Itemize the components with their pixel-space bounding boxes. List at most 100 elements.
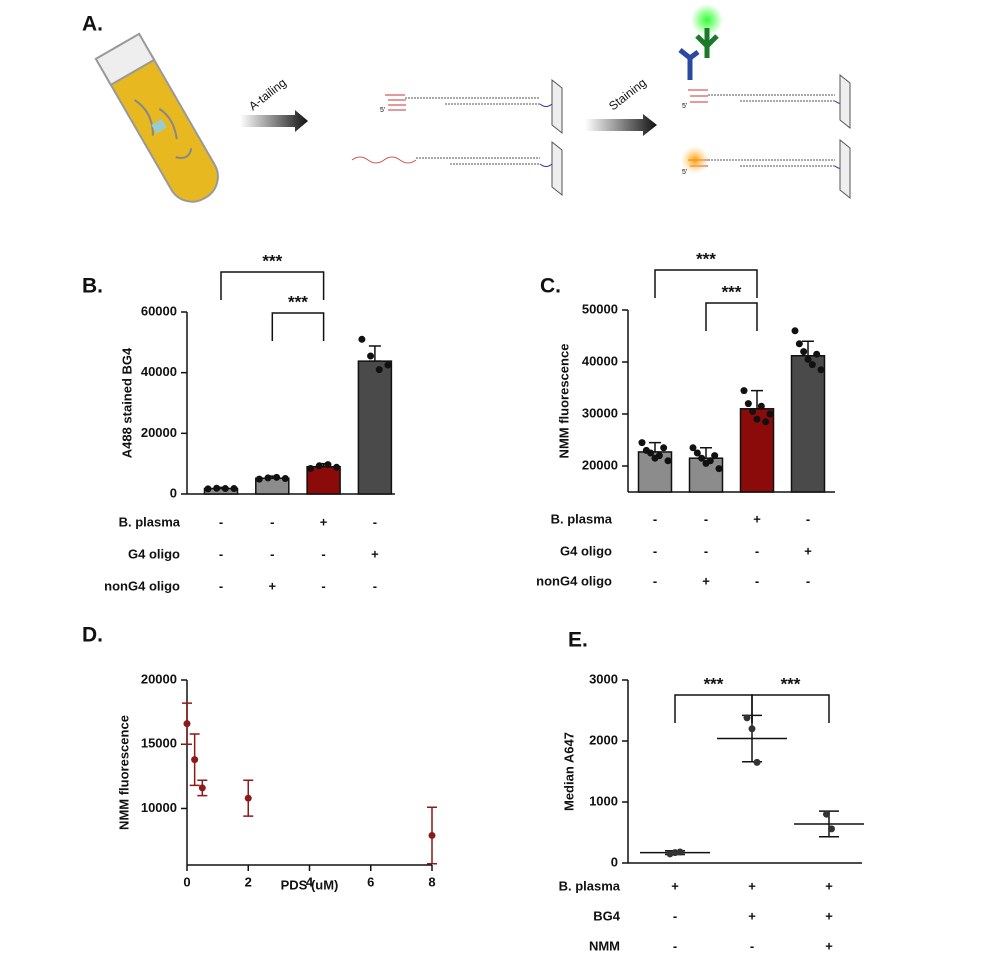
antibody [678, 48, 700, 80]
significance-bracket [220, 271, 325, 300]
data-point [753, 415, 761, 423]
row-value: - [806, 573, 810, 588]
row-value: - [704, 543, 708, 558]
data-point [804, 355, 812, 363]
row-label: BG4 [593, 908, 621, 923]
x-tick-label: 2 [245, 874, 252, 889]
data-point [740, 387, 748, 395]
data-point [367, 352, 375, 360]
point [183, 720, 191, 728]
significance-label: *** [722, 282, 742, 301]
panel-label: E. [568, 629, 588, 652]
significance-label: *** [704, 674, 724, 693]
data-point [324, 461, 332, 469]
dna-schematics [351, 73, 851, 200]
data-point [204, 485, 212, 493]
significance-label: *** [781, 674, 801, 693]
row-label: nonG4 oligo [104, 578, 180, 593]
significance-label: *** [288, 292, 308, 311]
end-label: 5' [682, 103, 687, 110]
y-tick-label: 40000 [582, 353, 618, 368]
data-point [638, 439, 646, 447]
data-point [647, 449, 655, 457]
significance-label: *** [696, 249, 716, 268]
row-label: G4 oligo [128, 546, 180, 561]
y-tick-label: 0 [170, 485, 177, 500]
x-tick-label: 8 [428, 874, 435, 889]
row-value: - [270, 546, 274, 561]
y-tick-label: 0 [611, 854, 618, 869]
bar [203, 487, 239, 495]
bar [255, 477, 290, 495]
row-value: - [219, 546, 223, 561]
x-tick-label: 0 [183, 874, 190, 889]
row-value: - [219, 514, 223, 529]
point [191, 756, 199, 764]
panel-label: D. [82, 624, 103, 647]
y-tick-label: 1000 [589, 793, 618, 808]
data-point [748, 725, 756, 733]
panel-label: C. [540, 275, 561, 298]
y-axis-label: A488 stained BG4 [119, 347, 134, 458]
data-point [693, 449, 701, 457]
row-value: - [673, 908, 677, 923]
row-value: - [704, 511, 708, 526]
data-point [706, 457, 714, 465]
point [244, 794, 252, 802]
data-point [795, 340, 803, 348]
row-value: - [653, 543, 657, 558]
point [428, 831, 436, 839]
row-value: - [750, 938, 754, 953]
data-point [230, 485, 238, 493]
step-label: A-tailing [246, 75, 289, 113]
row-label: B. plasma [551, 511, 613, 526]
row-value: - [755, 543, 759, 558]
panel-label: B. [82, 275, 103, 298]
data-point [255, 475, 263, 483]
y-tick-label: 60000 [141, 303, 177, 318]
panel-a: A. A-tailing Staining 5' [82, 4, 851, 203]
y-tick-label: 10000 [141, 800, 177, 815]
arrow [240, 110, 308, 132]
data-point [715, 465, 723, 473]
data-point [213, 484, 221, 492]
y-tick-label: 50000 [582, 301, 618, 316]
y-tick-label: 20000 [141, 671, 177, 686]
data-point [273, 473, 281, 481]
x-tick-label: 6 [367, 874, 374, 889]
y-tick-label: 20000 [582, 457, 618, 472]
step-label: Staining [606, 75, 649, 113]
data-point [813, 350, 821, 358]
fluorophore [691, 4, 723, 36]
row-value: - [373, 514, 377, 529]
row-value: - [270, 514, 274, 529]
fluorophore [681, 146, 709, 174]
y-tick-label: 2000 [589, 732, 618, 747]
panel-label: A. [82, 13, 103, 36]
row-value: - [755, 573, 759, 588]
row-value: - [653, 573, 657, 588]
y-tick-label: 30000 [582, 405, 618, 420]
significance-bracket [654, 269, 758, 298]
significance-bracket [705, 302, 758, 331]
data-point [800, 348, 808, 356]
data-point [711, 452, 719, 460]
data-point [358, 335, 366, 343]
tube [94, 32, 219, 203]
row-value: - [653, 511, 657, 526]
data-point [664, 457, 672, 465]
data-point [264, 474, 272, 482]
data-point [823, 810, 830, 818]
data-point [384, 361, 392, 369]
row-value: + [702, 573, 710, 588]
data-point [689, 444, 697, 452]
y-axis-label: NMM fluorescence [116, 715, 131, 830]
y-axis-label: NMM fluorescence [556, 344, 571, 459]
row-value: + [748, 908, 756, 923]
data-point [766, 410, 774, 418]
end-label: 5' [682, 169, 687, 176]
row-label: NMM [589, 938, 620, 953]
x-axis-label: PDS (uM) [281, 877, 339, 892]
row-value: + [671, 878, 679, 893]
y-tick-label: 3000 [589, 671, 618, 686]
